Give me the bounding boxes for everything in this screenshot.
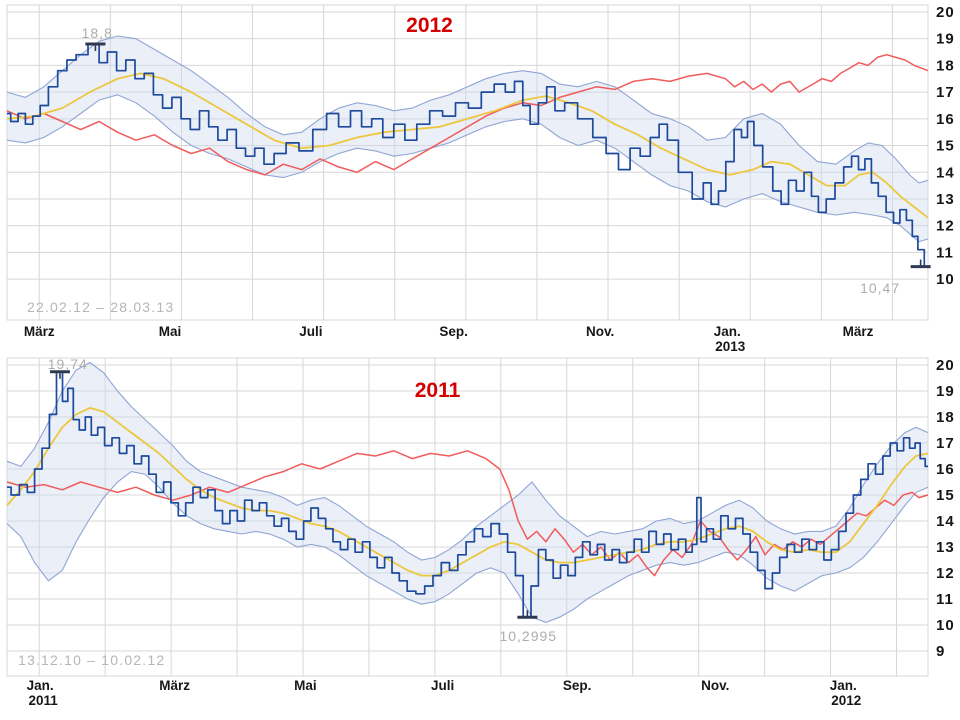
annotations: 19,74 10,2995 <box>48 356 557 644</box>
y-tick-label: 11 <box>936 244 954 261</box>
x-tick-label: März <box>24 324 55 339</box>
horizontal-gridlines <box>7 364 928 652</box>
price-line <box>7 370 928 619</box>
bollinger-band-fill <box>7 36 928 242</box>
benchmark-line <box>6 53 929 176</box>
plot-border <box>6 4 929 321</box>
x-tick-label: Sep. <box>563 678 592 693</box>
y-tick-label: 14 <box>936 164 955 181</box>
x-tick-label: Mai <box>159 324 182 339</box>
x-tick-year-label: 2012 <box>831 693 861 708</box>
x-tick-label: Nov. <box>701 678 729 693</box>
moving-average-line <box>6 72 929 219</box>
y-tick-label: 12 <box>936 565 955 582</box>
extreme-value-label: 18,8 <box>82 25 113 41</box>
moving-average-line <box>6 406 929 577</box>
extreme-value-label: 10,47 <box>860 280 900 296</box>
y-tick-label: 16 <box>936 111 955 128</box>
y-tick-label: 15 <box>936 138 955 155</box>
bollinger-lower-line <box>6 471 929 623</box>
x-tick-year-label: 2011 <box>29 693 59 708</box>
x-tick-label: Jan. <box>27 678 54 693</box>
price-line <box>7 43 928 268</box>
extreme-value-label: 19,74 <box>48 356 88 372</box>
y-tick-label: 20 <box>936 4 955 21</box>
annotations: 18,8 10,47 <box>82 25 931 296</box>
y-tick-label: 19 <box>936 31 955 48</box>
y-tick-label: 13 <box>936 539 955 556</box>
y-tick-label: 14 <box>936 513 955 530</box>
bollinger-band-fill <box>7 362 928 623</box>
y-tick-label: 10 <box>936 617 955 634</box>
period-range-top: 22.02.12 – 28.03.13 <box>27 299 175 315</box>
y-tick-label: 17 <box>936 435 955 452</box>
x-tick-label: Jan. <box>830 678 857 693</box>
y-tick-label: 17 <box>936 84 955 101</box>
y-tick-label: 9 <box>936 643 945 660</box>
vertical-gridlines <box>38 358 898 676</box>
x-tick-label: Nov. <box>586 324 614 339</box>
x-tick-label: Sep. <box>439 324 468 339</box>
y-tick-label: 16 <box>936 461 955 478</box>
y-tick-label: 18 <box>936 409 955 426</box>
y-tick-label: 15 <box>936 487 955 504</box>
y-tick-label: 13 <box>936 191 955 208</box>
x-tick-label: Jan. <box>714 324 741 339</box>
x-axis-labels: März Mai Juli Sep. Nov. Jan.2013 März <box>24 324 874 354</box>
plot-border <box>6 357 929 677</box>
period-range-bottom: 13.12.10 – 10.02.12 <box>18 652 166 668</box>
bollinger-upper-line <box>6 361 929 561</box>
y-tick-label: 19 <box>936 383 955 400</box>
x-tick-label: März <box>159 678 190 693</box>
y-tick-label: 10 <box>936 271 955 288</box>
year-label-top: 2012 <box>406 14 453 37</box>
extreme-value-label: 10,2995 <box>499 628 557 644</box>
chart-2012: 18,8 10,47 10 11 12 13 14 15 16 17 18 19 20 März Mai Ju… <box>6 4 955 354</box>
y-tick-label: 12 <box>936 218 955 235</box>
y-tick-label: 18 <box>936 57 955 74</box>
x-tick-label: Juli <box>299 324 322 339</box>
x-tick-label: Mai <box>294 678 317 693</box>
y-tick-label: 20 <box>936 357 955 374</box>
bollinger-lower-line <box>6 94 929 243</box>
x-tick-label: Juli <box>431 678 454 693</box>
y-axis-labels: 10 11 12 13 14 15 16 17 18 19 20 <box>936 4 955 288</box>
y-tick-label: 11 <box>936 591 954 608</box>
year-label-bottom: 2011 <box>414 379 461 402</box>
bollinger-upper-line <box>6 35 929 184</box>
chart-2011: 19,7410,299591011121314151617181920Jan.2… <box>6 356 955 708</box>
y-axis-labels: 9 10 11 12 13 14 15 16 17 18 19 20 <box>936 357 955 660</box>
x-tick-label: März <box>843 324 874 339</box>
x-tick-year-label: 2013 <box>715 339 746 354</box>
